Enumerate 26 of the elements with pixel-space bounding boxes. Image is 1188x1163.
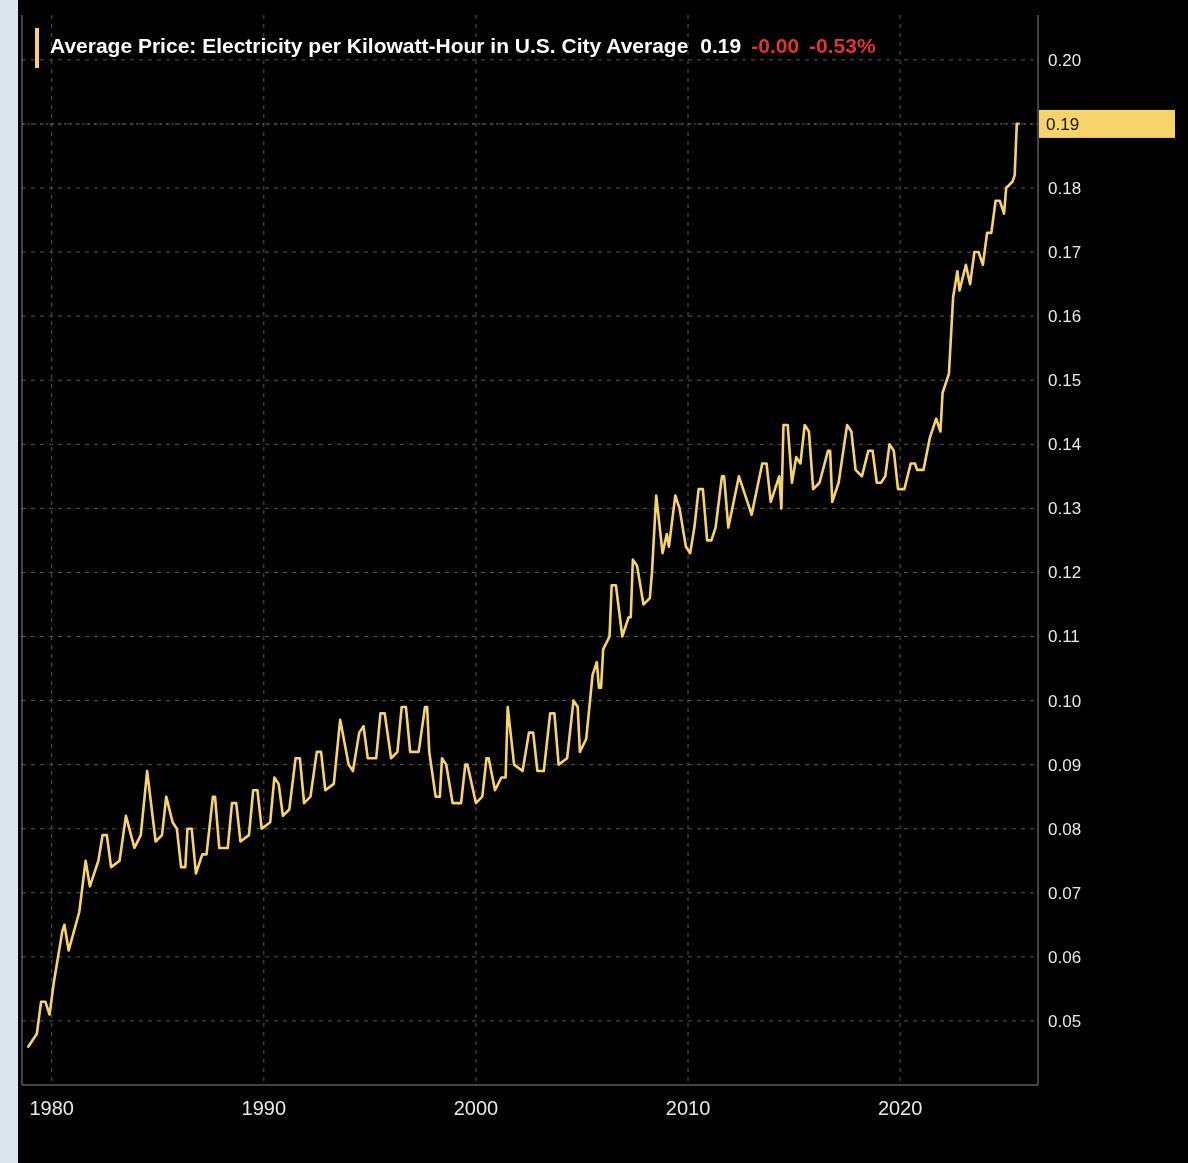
y-tick-label: 0.16	[1048, 307, 1082, 327]
y-tick-label: 0.07	[1048, 883, 1082, 903]
y-tick-label: 0.09	[1048, 755, 1082, 775]
y-tick-label: 0.11	[1048, 627, 1080, 647]
y-tick-label: 0.06	[1048, 947, 1082, 967]
y-tick-label: 0.20	[1048, 50, 1082, 70]
x-tick-label: 2020	[877, 1097, 923, 1119]
y-tick-label: 0.08	[1048, 819, 1082, 839]
y-tick-label: 0.05	[1048, 1011, 1082, 1031]
y-tick-label: 0.15	[1048, 371, 1082, 391]
y-tick-label: 0.17	[1048, 243, 1082, 263]
ref-line-label: 0.19	[1046, 114, 1080, 134]
y-tick-label: 0.13	[1048, 499, 1082, 519]
y-tick-label: 0.10	[1048, 691, 1082, 711]
y-tick-label: 0.14	[1048, 435, 1082, 455]
annotation: -0.53%	[809, 34, 876, 57]
x-tick-label: 2000	[453, 1097, 499, 1119]
text: Average Price: Electricity per Kilowatt-Hour in U.S. City Average	[50, 34, 689, 57]
line-series	[27, 122, 1021, 1048]
annotation: -0.00	[751, 34, 800, 57]
x-tick-label: 2010	[665, 1097, 711, 1119]
x-tick-label: 1990	[241, 1097, 287, 1119]
annotation: 0.19	[700, 34, 742, 57]
x-tick-label: 1980	[29, 1097, 74, 1119]
y-tick-label: 0.12	[1048, 563, 1082, 583]
y-tick-label: 0.18	[1048, 178, 1082, 198]
